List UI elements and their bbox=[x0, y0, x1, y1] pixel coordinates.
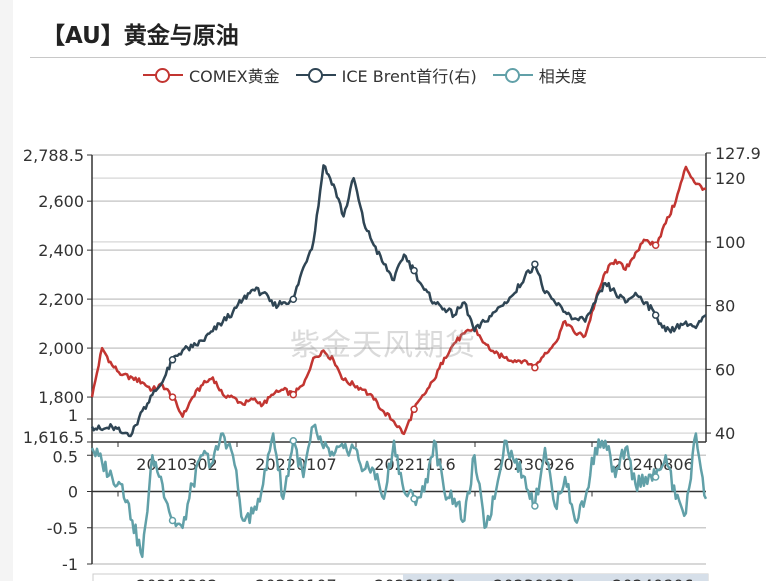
left-axis-label: 2,200 bbox=[38, 290, 84, 309]
watermark: 紫金天风期货 bbox=[290, 328, 476, 363]
left-axis-label: 2,600 bbox=[38, 192, 84, 211]
corr-axis-label: 1 bbox=[68, 406, 78, 425]
left-axis-label: 2,788.5 bbox=[23, 146, 84, 165]
x-axis-label: 20230926 bbox=[493, 455, 574, 474]
datazoom-selected-range bbox=[403, 574, 708, 581]
data-point-marker bbox=[410, 495, 418, 503]
data-point-marker bbox=[651, 311, 660, 319]
data-point-marker bbox=[410, 266, 418, 275]
corr-axis-label: 0.5 bbox=[53, 447, 78, 466]
data-point-marker bbox=[651, 473, 660, 481]
datazoom-label: 20210302 bbox=[136, 576, 217, 581]
datazoom-label: 20221116 bbox=[374, 576, 455, 581]
datazoom-label: 20220107 bbox=[255, 576, 336, 581]
series-line-brent bbox=[90, 164, 707, 438]
data-point-marker bbox=[289, 295, 298, 304]
series-line-corr bbox=[90, 423, 708, 559]
data-point-marker bbox=[531, 502, 539, 510]
corr-axis-label: -1 bbox=[62, 555, 78, 574]
legend-item-corr[interactable]: 相关度 bbox=[492, 63, 587, 87]
left-axis-label: 2,400 bbox=[38, 241, 84, 260]
right-axis-label: 80 bbox=[715, 297, 735, 316]
data-point-marker bbox=[168, 516, 177, 525]
data-point-marker bbox=[651, 241, 660, 249]
data-point-marker bbox=[289, 390, 298, 399]
right-axis-label: 40 bbox=[715, 424, 735, 443]
left-axis-label: 1,800 bbox=[38, 388, 84, 407]
data-point-marker bbox=[168, 356, 177, 364]
datazoom-label: 20230926 bbox=[493, 576, 574, 581]
right-axis-label: 60 bbox=[715, 360, 735, 379]
data-point-marker bbox=[531, 260, 539, 268]
data-point-marker bbox=[168, 393, 177, 401]
legend-item-brent[interactable]: ICE Brent首行(右) bbox=[295, 63, 477, 87]
right-axis-label: 120 bbox=[715, 169, 746, 188]
title-divider bbox=[30, 57, 766, 58]
left-axis-label: 2,000 bbox=[38, 339, 84, 358]
right-axis-label: 127.9 bbox=[715, 144, 761, 163]
legend-line-circle-icon bbox=[492, 67, 533, 83]
corr-axis-label: -0.5 bbox=[47, 519, 78, 538]
data-point-marker bbox=[410, 405, 418, 414]
right-axis-label: 100 bbox=[715, 233, 746, 252]
x-axis-label: 20220107 bbox=[255, 455, 336, 474]
legend-label: COMEX黄金 bbox=[189, 67, 280, 86]
x-axis-label: 20240806 bbox=[612, 455, 693, 474]
datazoom-label: 20240806 bbox=[612, 576, 693, 581]
corr-axis-label: 0 bbox=[68, 483, 78, 502]
series-line-gold bbox=[90, 165, 707, 436]
legend-label: ICE Brent首行(右) bbox=[341, 67, 477, 86]
legend-label: 相关度 bbox=[538, 67, 587, 86]
legend-item-gold[interactable]: COMEX黄金 bbox=[143, 63, 280, 87]
left-axis-label: 1,616.5 bbox=[23, 428, 84, 447]
data-point-marker bbox=[289, 437, 298, 445]
page-margin bbox=[0, 0, 13, 581]
legend-line-circle-icon bbox=[143, 67, 183, 83]
legend-line-circle-icon bbox=[295, 67, 336, 83]
data-point-marker bbox=[531, 363, 539, 372]
chart-title: 【AU】黄金与原油 bbox=[42, 23, 239, 49]
x-axis-label: 20210302 bbox=[136, 455, 217, 474]
x-axis-label: 20221116 bbox=[374, 455, 455, 474]
legend: COMEX黄金 ICE Brent首行(右) 相关度 bbox=[143, 63, 587, 87]
